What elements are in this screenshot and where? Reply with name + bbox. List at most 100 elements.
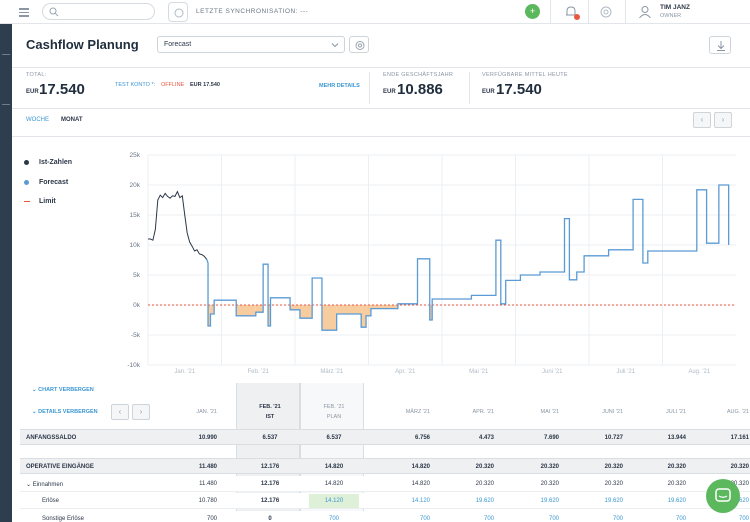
chart-next-button[interactable]: ›	[714, 112, 732, 128]
table-cell[interactable]: 14.120	[309, 494, 359, 508]
table-cell[interactable]: 19.620	[540, 498, 559, 504]
table-row[interactable]: OPERATIVE EINGÄNGE 11.480 12.176 14.820 14.8…	[20, 458, 750, 474]
hamburger-menu-icon[interactable]	[19, 8, 29, 19]
table-row[interactable]: Erlöse 10.780 12.176 14.120 14.120 19.620 19.6…	[20, 493, 750, 509]
table-cell[interactable]: 19.620	[475, 498, 494, 504]
negative-area-segment	[336, 305, 362, 314]
month-header: AUG. '21	[726, 409, 749, 415]
negative-area-segment	[429, 305, 433, 320]
table-cell[interactable]: 700	[675, 516, 686, 522]
table-next-button[interactable]: ›	[132, 404, 150, 420]
search-input[interactable]	[42, 3, 155, 20]
gear-icon	[355, 41, 365, 50]
y-tick-label: -5k	[131, 332, 141, 339]
row-label: Sonstige Erlöse	[42, 516, 85, 522]
table-cell: 20.320	[667, 481, 686, 487]
row-label: Erlöse	[42, 498, 60, 504]
details-table: ⌄ CHART VERBERGEN ⌄ DETAILS VERBERGEN ‹ …	[12, 383, 750, 522]
table-cell[interactable]: 19.620	[667, 498, 686, 504]
table-cell[interactable]: 700	[419, 516, 430, 522]
table-row[interactable]: ⌄ Einnahmen 11.480 12.176 14.820 14.820 20.32…	[20, 476, 750, 492]
month-header: MAI '21	[540, 409, 559, 415]
month-subheader: IST	[265, 414, 275, 420]
nav-rail-marker[interactable]	[2, 104, 10, 105]
table-row[interactable]: Sonstige Erlöse 700 0 700 700 700 700 700 700 700	[20, 511, 750, 522]
chart-toggle-link[interactable]: ⌄ CHART VERBERGEN	[32, 387, 94, 393]
total-label: TOTAL:	[26, 72, 47, 78]
details-toggle-link[interactable]: ⌄ DETAILS VERBERGEN	[32, 409, 98, 415]
table-cell[interactable]: 700	[612, 516, 623, 522]
month-header: FEB. '21	[323, 404, 345, 410]
table-cell[interactable]: 19.620	[730, 498, 749, 504]
cashflow-chart: 25k 20k 15k 10k 5k 0k -5k -10k Jan. '21 Feb. '21…	[127, 152, 736, 375]
scenario-settings-button[interactable]	[349, 36, 369, 53]
table-cell: 6.537	[262, 435, 278, 441]
test-account-value: EUR 17.540	[190, 82, 220, 88]
scenario-select[interactable]: Forecast	[157, 36, 345, 53]
details-toggle-label: DETAILS VERBERGEN	[38, 409, 98, 415]
table-cell: 10.780	[198, 498, 217, 504]
test-account-status: OFFLINE	[161, 82, 185, 88]
add-button[interactable]: +	[525, 4, 540, 19]
total-value: 17.540	[39, 81, 85, 98]
legend-label: Forecast	[39, 179, 69, 186]
sync-button[interactable]	[168, 2, 188, 22]
negative-area-segment	[236, 305, 256, 316]
chart-toggle-label: CHART VERBERGEN	[38, 387, 94, 393]
divider	[625, 0, 626, 24]
table-cell[interactable]: 700	[738, 516, 749, 522]
download-button[interactable]	[709, 36, 731, 54]
y-tick-label: -10k	[127, 362, 140, 369]
x-tick-label: Juni '21	[542, 369, 563, 375]
tab-month[interactable]: MONAT	[61, 117, 83, 123]
table-cell[interactable]: 14.120	[411, 498, 430, 504]
table-prev-button[interactable]: ‹	[111, 404, 129, 420]
table-cell: 11.480	[198, 464, 217, 470]
sync-status-text: LETZTE SYNCHRONISATION: ---	[196, 8, 309, 15]
tab-week[interactable]: WOCHE	[26, 117, 49, 123]
table-cell: 7.690	[543, 435, 559, 441]
user-icon[interactable]	[638, 5, 652, 19]
chart-prev-button[interactable]: ‹	[693, 112, 711, 128]
table-cell[interactable]: 700	[483, 516, 494, 522]
negative-area-segment	[210, 305, 215, 314]
top-bar: LETZTE SYNCHRONISATION: --- + TIM JANZ O…	[0, 0, 750, 24]
table-cell: 10.727	[604, 435, 623, 441]
table-cell: 4.473	[478, 435, 494, 441]
row-label: ANFANGSSALDO	[26, 435, 77, 441]
negative-area-segment	[299, 305, 313, 319]
table-cell[interactable]: 19.620	[604, 498, 623, 504]
chevron-down-icon	[331, 43, 339, 48]
nav-rail-marker[interactable]	[2, 54, 10, 55]
user-name[interactable]: TIM JANZ	[660, 4, 690, 11]
scenario-select-value: Forecast	[164, 41, 192, 48]
more-details-link[interactable]: MEHR DETAILS	[319, 83, 360, 89]
total-currency: EUR	[26, 89, 39, 95]
table-cell: 14.820	[411, 464, 430, 470]
test-account-label: TEST KONTO *:	[115, 82, 156, 88]
gear-icon[interactable]	[598, 4, 614, 20]
table-cell[interactable]: 700	[328, 516, 339, 522]
y-tick-label: 5k	[133, 272, 141, 279]
negative-area-segment	[366, 305, 371, 316]
x-axis: Jan. '21 Feb. '21 März '21 Apr. '21 Mai '21 J…	[174, 369, 710, 375]
legend-label: Limit	[39, 198, 56, 205]
divider	[588, 0, 589, 24]
year-end-value: 10.886	[397, 81, 443, 98]
table-cell: 20.320	[604, 481, 623, 487]
kpi-bar: TOTAL: EUR 17.540 TEST KONTO *: OFFLINE …	[12, 68, 750, 109]
table-cell: 20.320	[540, 464, 559, 470]
table-cell[interactable]: 700	[548, 516, 559, 522]
x-tick-label: Apr. '21	[395, 369, 416, 375]
table-cell: 10.990	[198, 435, 217, 441]
table-cell: 20.320	[667, 464, 686, 470]
table-row[interactable]: ANFANGSSALDO 10.990 6.537 6.537 6.756 4.473 7.…	[20, 429, 750, 445]
legend-swatch	[24, 180, 29, 185]
negative-area-segment	[268, 305, 271, 326]
x-tick-label: März '21	[320, 369, 343, 375]
table-cell: 700	[206, 516, 217, 522]
month-header: APR. '21	[472, 409, 494, 415]
chat-button[interactable]	[706, 479, 740, 513]
notifications-button[interactable]	[563, 4, 580, 20]
negative-area-segment	[361, 305, 367, 328]
